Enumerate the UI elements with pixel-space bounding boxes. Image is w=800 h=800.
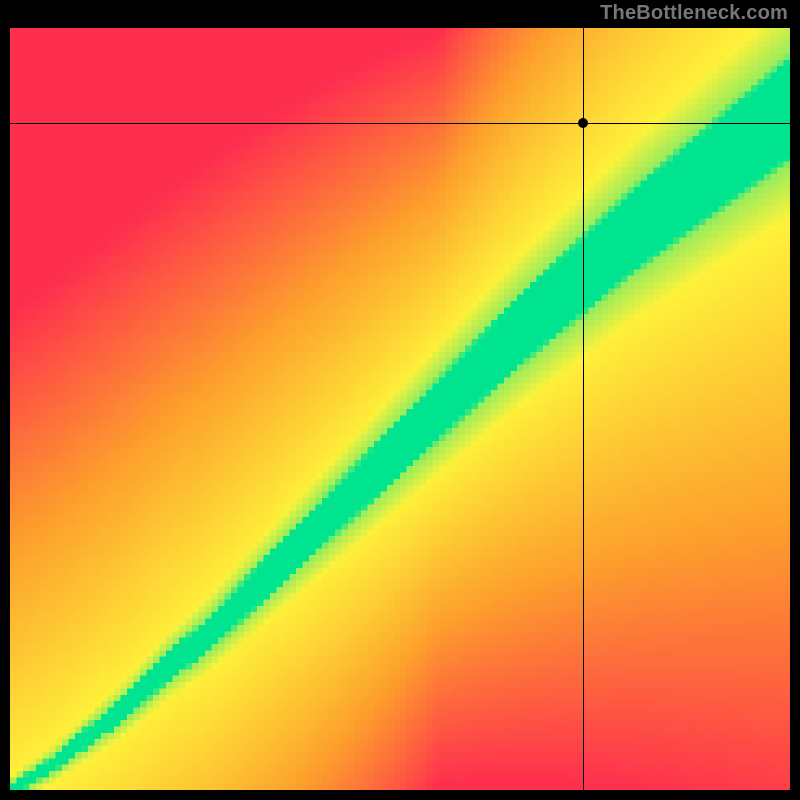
plot-area [10,28,790,790]
crosshair-horizontal-line [10,123,790,124]
watermark-text: TheBottleneck.com [600,2,788,25]
crosshair-vertical-line [583,28,584,790]
heatmap-canvas [10,28,790,790]
